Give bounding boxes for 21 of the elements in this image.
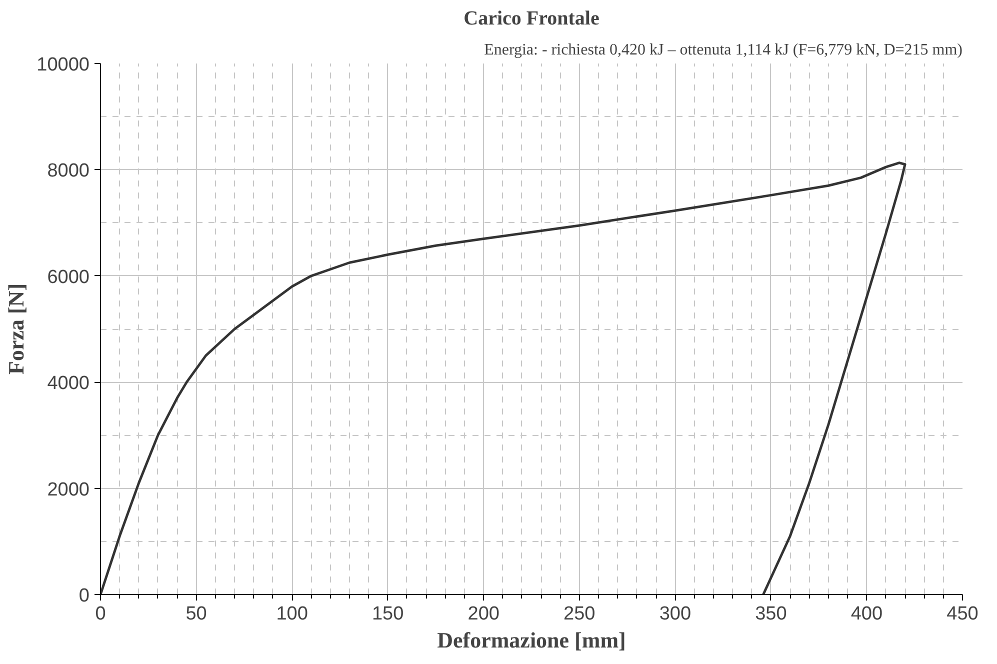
text: Energia: - richiesta 0,420 kJ – ottenuta 1,114 kJ (F=6,779 kN, D=215 mm) xyxy=(484,42,963,58)
y-tick-label: 10000 xyxy=(36,54,90,76)
line-series xyxy=(100,162,906,594)
y-tick-label: 4000 xyxy=(47,373,90,394)
y-tick-label: 8000 xyxy=(47,160,90,182)
x-tick-label: 250 xyxy=(564,604,596,624)
x-tick-label: 150 xyxy=(372,604,404,624)
chart-title: Carico Frontale xyxy=(464,8,600,30)
y-axis-title: Forza [N] xyxy=(4,283,29,375)
x-tick-label: 100 xyxy=(276,604,308,624)
x-tick-label: 450 xyxy=(946,604,978,624)
y-tick-label: 0 xyxy=(78,586,90,606)
x-tick-label: 300 xyxy=(659,604,692,624)
x-tick-label: 350 xyxy=(755,604,787,624)
y-tick-label: 2000 xyxy=(47,479,90,500)
x-tick-label: 400 xyxy=(850,604,883,624)
x-tick-label: 0 xyxy=(95,604,106,624)
y-tick-label: 6000 xyxy=(47,266,90,288)
x-axis-title: Deformazione [mm] xyxy=(437,628,626,652)
x-tick-label: 200 xyxy=(468,604,500,624)
x-tick-label: 50 xyxy=(186,604,207,624)
